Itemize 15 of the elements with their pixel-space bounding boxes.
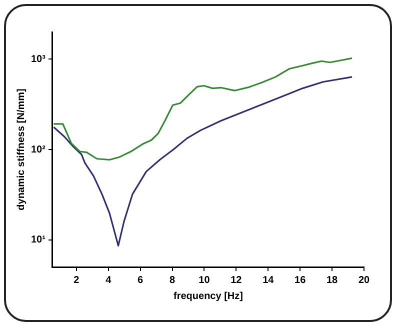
x-tick-label: 2 <box>74 274 80 286</box>
x-tick-label: 12 <box>230 274 242 286</box>
y-tick-label: 10¹ <box>31 234 46 246</box>
x-tick-label: 6 <box>138 274 144 286</box>
x-tick-label: 18 <box>326 274 338 286</box>
x-axis-title: frequency [Hz] <box>174 290 243 302</box>
x-tick-label: 8 <box>170 274 176 286</box>
x-tick-label: 16 <box>294 274 306 286</box>
x-tick-label: 14 <box>262 274 274 286</box>
x-tick-label: 4 <box>106 274 112 286</box>
y-axis-title: dynamic stiffness [N/mm] <box>16 88 27 210</box>
y-tick-label: 10² <box>31 144 46 156</box>
x-tick-label: 10 <box>198 274 210 286</box>
x-tick-label: 20 <box>358 274 370 286</box>
y-tick-label: 10³ <box>31 54 46 65</box>
